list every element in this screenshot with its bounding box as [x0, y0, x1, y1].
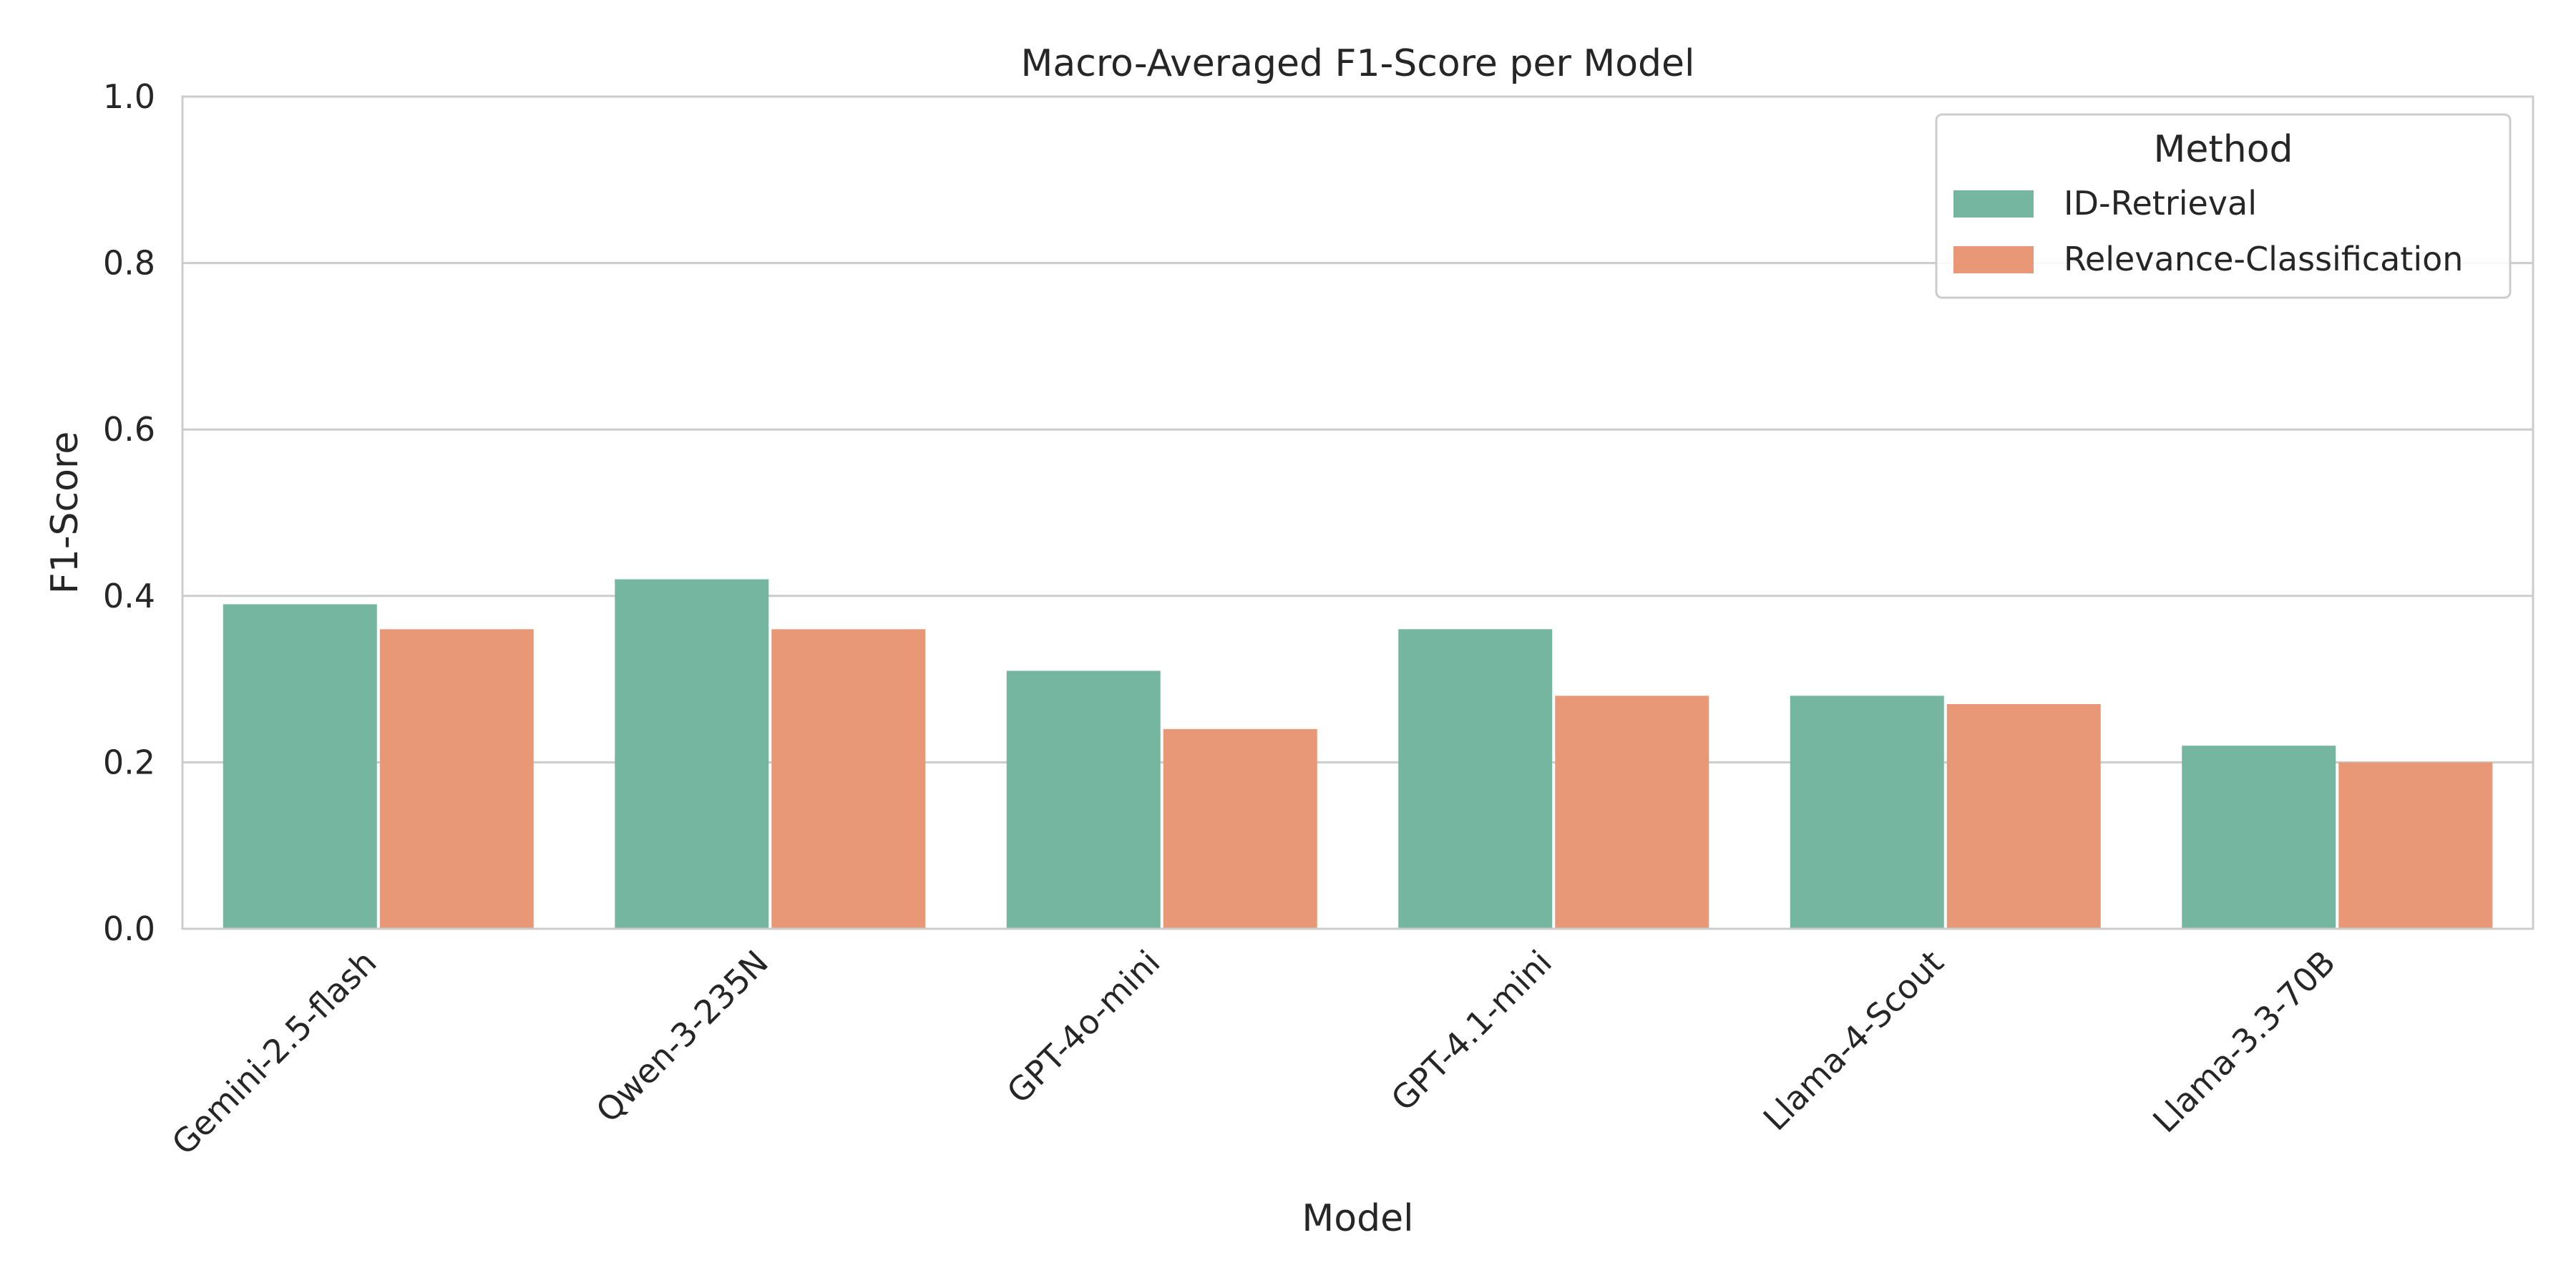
y-axis-label: F1-Score — [44, 431, 87, 594]
legend-label: Relevance-Classification — [2064, 240, 2463, 278]
bar-id-retrieval — [615, 579, 769, 929]
y-axis-ticks: 0.0 0.2 0.4 0.6 0.8 1.0 — [103, 77, 155, 948]
y-tick-label: 0.6 — [103, 410, 155, 449]
bar-id-retrieval — [1790, 696, 1944, 929]
x-axis-label: Model — [1302, 1197, 1413, 1240]
y-tick-label: 0.8 — [103, 244, 155, 283]
bar-relevance-classification — [1555, 696, 1709, 929]
bars — [223, 579, 2493, 929]
legend-swatch — [1953, 190, 2034, 218]
legend-label: ID-Retrieval — [2064, 184, 2257, 223]
y-tick-label: 1.0 — [103, 77, 155, 116]
legend-title: Method — [2153, 128, 2293, 171]
y-tick-label: 0.0 — [103, 909, 155, 948]
bar-id-retrieval — [1398, 629, 1553, 929]
bar-id-retrieval — [1006, 670, 1161, 929]
legend: Method ID-Retrieval Relevance-Classificat… — [1935, 113, 2512, 299]
y-tick-label: 0.2 — [103, 743, 155, 781]
bar-relevance-classification — [1946, 703, 2101, 929]
bar-relevance-classification — [2338, 762, 2493, 929]
bar-relevance-classification — [1163, 728, 1317, 929]
bar-relevance-classification — [379, 629, 534, 929]
chart-title: Macro-Averaged F1-Score per Model — [1021, 42, 1695, 85]
bar-id-retrieval — [2182, 746, 2336, 929]
bar-id-retrieval — [223, 604, 377, 929]
plot-frame — [181, 95, 2534, 930]
y-tick-label: 0.4 — [103, 577, 155, 615]
legend-swatch — [1953, 246, 2034, 273]
bar-relevance-classification — [771, 629, 926, 929]
legend-items: ID-Retrieval Relevance-Classification — [1953, 184, 2463, 278]
legend-box — [1935, 113, 2512, 299]
